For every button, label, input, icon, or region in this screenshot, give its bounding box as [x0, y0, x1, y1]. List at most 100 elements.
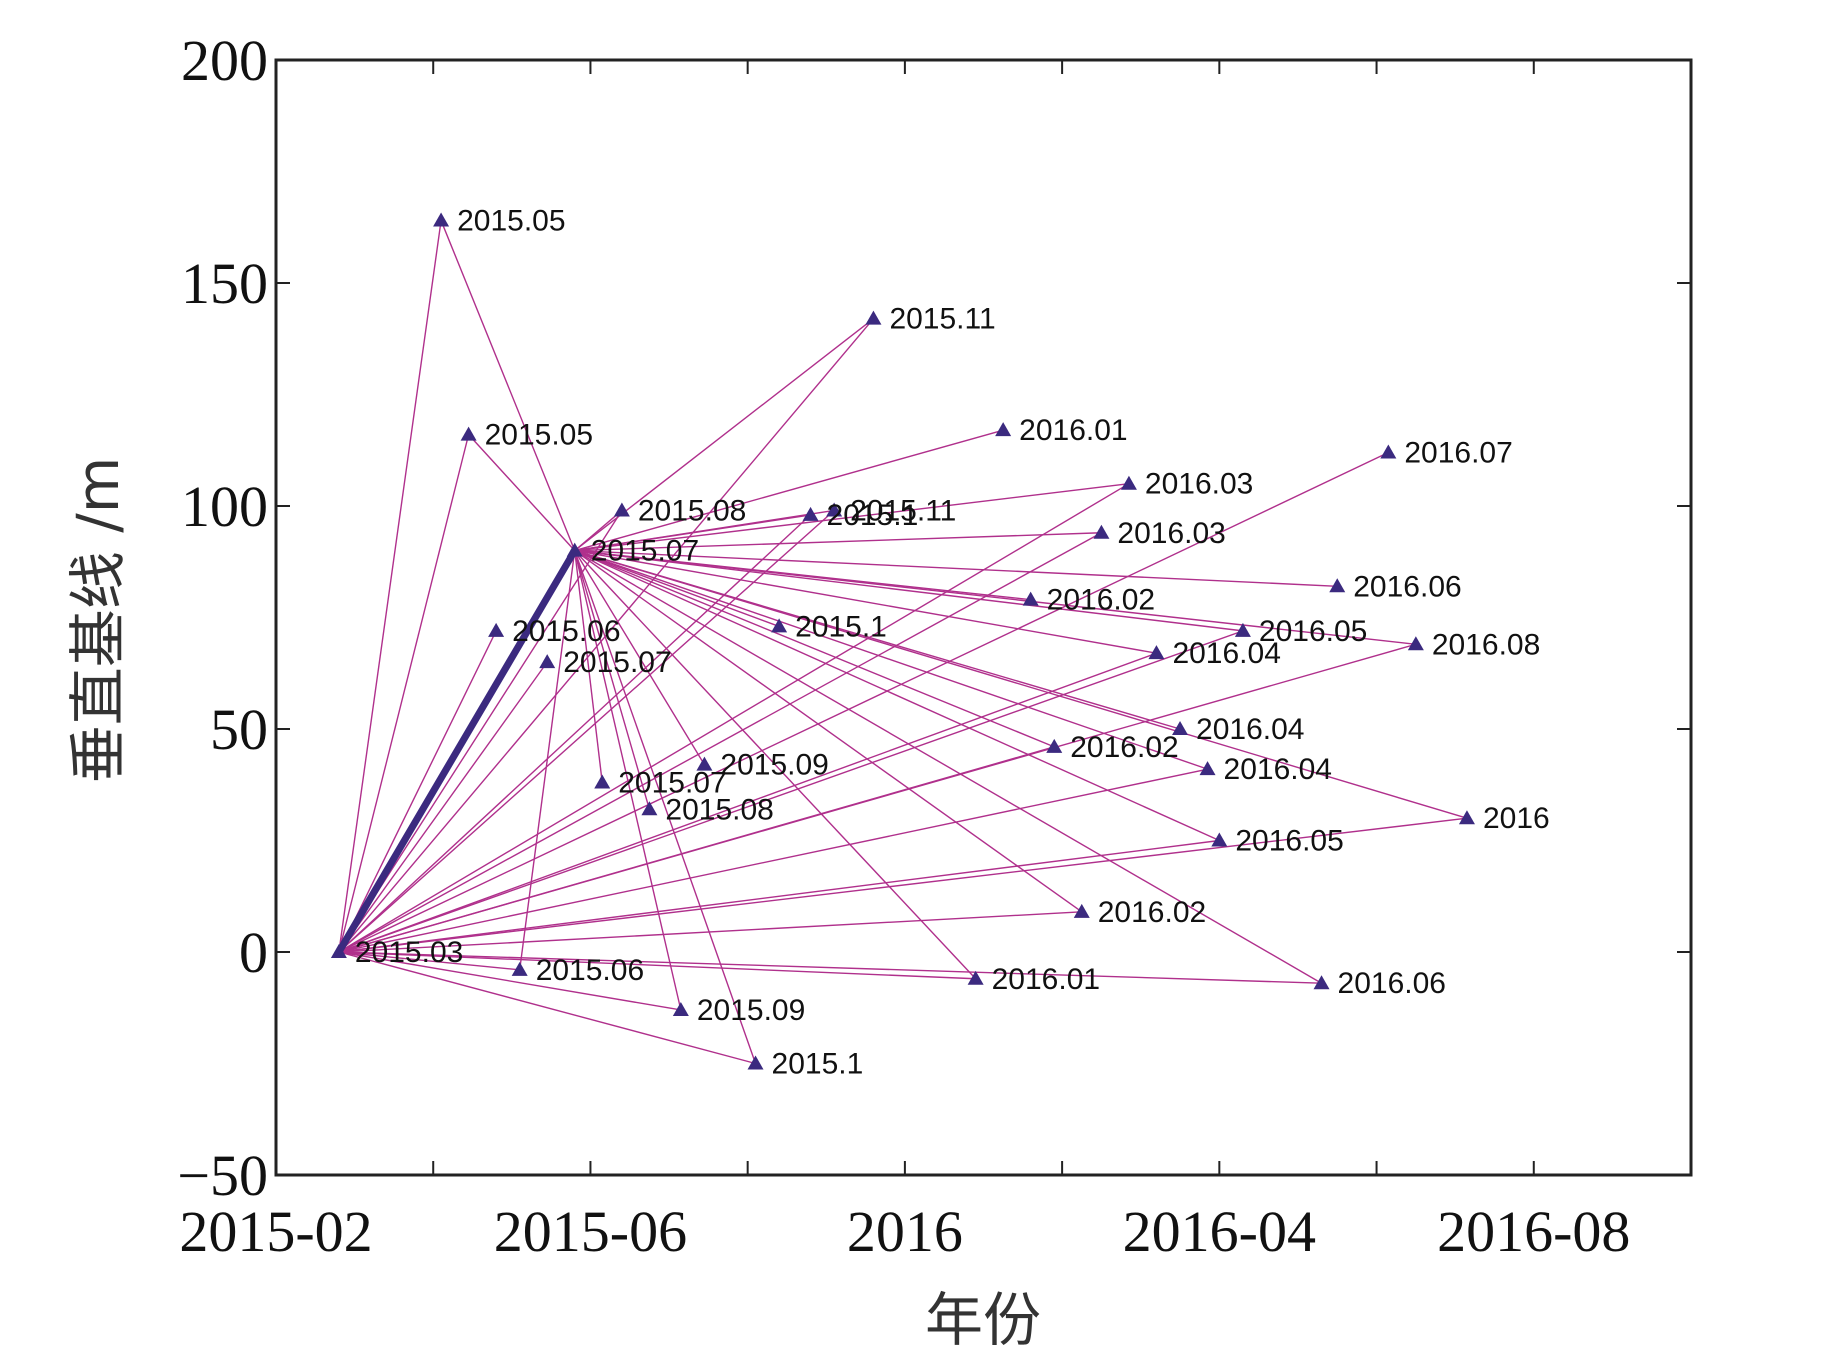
point-marker-6 — [613, 502, 630, 517]
point-label-27: 2016.05 — [1235, 825, 1343, 858]
baseline-edge-4 — [338, 661, 548, 953]
baseline-edge-50 — [574, 550, 977, 980]
point-marker-11 — [826, 502, 843, 517]
baseline-edge-43 — [574, 550, 706, 766]
y-tick-label-4: 150 — [181, 251, 268, 316]
baseline-edge-36 — [574, 549, 780, 628]
baseline-edge-52 — [574, 550, 682, 1011]
baseline-edge-17 — [338, 817, 1468, 953]
baseline-edge-24 — [338, 951, 756, 1065]
point-label-22: 2016.04 — [1224, 753, 1332, 786]
baseline-edge-3 — [338, 630, 497, 953]
baseline-edge-21 — [338, 951, 976, 980]
point-label-13: 2016.03 — [1117, 517, 1225, 550]
point-marker-10 — [1380, 444, 1397, 459]
point-marker-9 — [1120, 475, 1137, 490]
point-marker-21 — [1046, 738, 1063, 753]
point-label-20: 2016.04 — [1196, 713, 1304, 746]
point-label-12: 2015.1 — [827, 499, 919, 532]
ticks-layer: 2015-02 2015-06 2016 2016-04 2016-08 −50 0 50 10… — [177, 28, 1691, 1264]
point-marker-22 — [1199, 761, 1216, 776]
point-label-3: 2015.05 — [485, 419, 593, 452]
baseline-edge-39 — [574, 549, 1157, 654]
point-marker-20 — [1172, 721, 1189, 735]
baseline-edge-26 — [468, 434, 576, 552]
baseline-edge-34 — [574, 549, 1338, 587]
point-marker-26 — [1458, 810, 1475, 825]
point-label-9: 2016.03 — [1145, 468, 1253, 501]
baseline-edge-19 — [338, 911, 1082, 953]
baseline-edge-33 — [574, 532, 1102, 552]
plot-frame — [274, 58, 1693, 1177]
x-tick-label-0: 2015-02 — [179, 1199, 372, 1264]
point-marker-2 — [433, 212, 450, 227]
point-label-23: 2015.09 — [720, 749, 828, 782]
point-label-21: 2016.02 — [1070, 731, 1178, 764]
y-tick-label-1: 0 — [239, 920, 268, 985]
y-tick-label-2: 50 — [210, 697, 268, 762]
point-marker-7 — [865, 310, 882, 325]
point-label-15: 2016.02 — [1047, 584, 1155, 617]
x-axis-title: 年份 — [925, 1286, 1041, 1346]
point-label-17: 2016.05 — [1259, 615, 1367, 648]
baseline-edge-30 — [574, 483, 1130, 552]
baseline-edge-44 — [574, 550, 603, 783]
point-label-26: 2016 — [1483, 802, 1550, 835]
point-marker-29 — [511, 961, 528, 976]
point-label-30: 2016.01 — [992, 963, 1100, 996]
point-marker-25 — [641, 801, 658, 816]
point-marker-12 — [802, 506, 819, 521]
baseline-edge-25 — [440, 220, 576, 551]
point-label-19: 2016.04 — [1172, 637, 1280, 670]
baseline-edge-11 — [338, 532, 1102, 953]
point-label-31: 2016.06 — [1338, 967, 1446, 1000]
point-marker-18 — [1407, 636, 1424, 651]
point-label-16: 2015.1 — [795, 610, 887, 643]
point-label-7: 2015.11 — [889, 303, 995, 336]
baseline-edge-37 — [574, 549, 1244, 632]
point-marker-30 — [967, 970, 984, 985]
point-marker-32 — [672, 1001, 689, 1016]
baseline-edge-14 — [338, 652, 1157, 953]
y-axis-title: 垂直基线 /m — [64, 457, 132, 783]
point-label-25: 2015.08 — [665, 793, 773, 826]
point-label-18: 2016.08 — [1432, 628, 1540, 661]
point-marker-13 — [1093, 524, 1110, 539]
baseline-edge-16 — [338, 768, 1208, 953]
point-label-4: 2015.06 — [512, 615, 620, 648]
baseline-edge-20 — [338, 951, 520, 971]
baseline-edge-1 — [338, 220, 442, 953]
baseline-edge-41 — [574, 549, 1055, 748]
point-marker-8 — [995, 422, 1012, 437]
point-label-29: 2015.06 — [536, 954, 644, 987]
x-tick-label-2: 2015-06 — [494, 1199, 687, 1264]
point-marker-19 — [1148, 645, 1165, 660]
x-tick-label-6: 2016-04 — [1123, 1199, 1316, 1264]
baseline-edge-8 — [338, 451, 1389, 953]
baseline-edge-22 — [338, 951, 1322, 984]
point-marker-33 — [747, 1055, 764, 1070]
y-tick-label-0: −50 — [177, 1143, 268, 1208]
point-marker-24 — [594, 774, 611, 789]
point-marker-16 — [771, 618, 788, 633]
point-label-11: 2015.11 — [850, 494, 956, 527]
point-marker-27 — [1211, 832, 1228, 847]
main-baseline-edge — [335, 548, 578, 954]
point-label-10: 2016.07 — [1404, 436, 1512, 469]
point-label-5: 2015.07 — [563, 646, 671, 679]
point-marker-14 — [1329, 578, 1346, 593]
x-tick-label-8: 2016-08 — [1437, 1199, 1630, 1264]
point-marker-1 — [566, 542, 583, 557]
x-tick-label-4: 2016 — [847, 1199, 963, 1264]
baseline-edge-10 — [338, 514, 812, 953]
point-label-24: 2015.07 — [618, 767, 726, 800]
points-layer: 2015.032015.072015.052015.052015.062015.… — [330, 205, 1550, 1081]
point-label-33: 2015.1 — [772, 1048, 864, 1081]
point-marker-17 — [1234, 622, 1251, 637]
point-label-6: 2015.08 — [638, 494, 746, 527]
baseline-edge-49 — [519, 550, 576, 970]
baseline-edge-2 — [338, 434, 470, 953]
point-label-1: 2015.07 — [591, 535, 699, 568]
point-marker-15 — [1022, 591, 1039, 606]
point-label-0: 2015.03 — [355, 936, 463, 969]
